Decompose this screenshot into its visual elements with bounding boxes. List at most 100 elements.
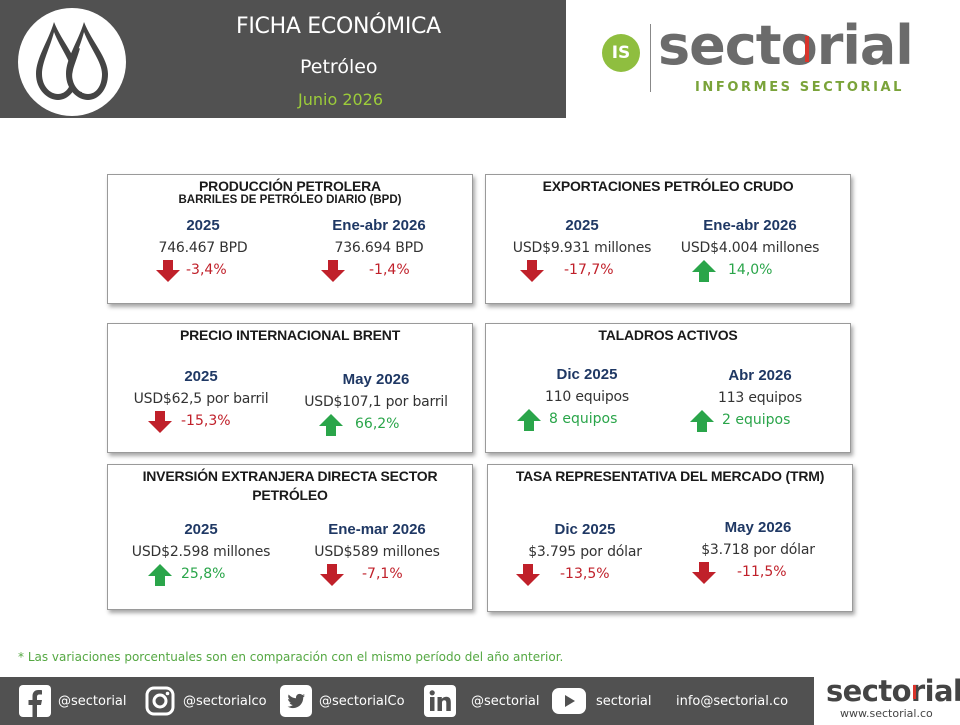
footer-logo-url: www.sectorial.co — [840, 707, 933, 720]
social-email[interactable]: info@sectorial.co — [670, 677, 788, 725]
metric-value: $3.718 por dólar — [701, 542, 815, 558]
card-title: INVERSIÓN EXTRANJERA DIRECTA SECTOR — [142, 468, 438, 484]
arrow-down-icon — [321, 260, 345, 282]
metric-value: 736.694 BPD — [334, 240, 424, 256]
metric-value: 110 equipos — [545, 389, 629, 405]
footnote: * Las variaciones porcentuales son en co… — [18, 650, 564, 664]
metric-right: Ene-abr 2026 USD$4.004 millones 14,0% — [660, 217, 840, 282]
brand-separator — [650, 24, 651, 92]
social-label: sectorial — [596, 693, 652, 709]
metric-right: Ene-mar 2026 USD$589 millones -7,1% — [287, 521, 467, 586]
change-value: -13,5% — [560, 566, 610, 582]
brand-logo: IS sectorial INFORMES SECTORIAL — [600, 14, 920, 100]
metric-left: 2025 USD$2.598 millones 25,8% — [111, 521, 291, 586]
social-youtube[interactable]: sectorial — [552, 677, 652, 725]
change-row: 8 equipos — [497, 409, 677, 431]
metric-value: 113 equipos — [718, 390, 802, 406]
arrow-down-icon — [516, 564, 540, 586]
period-label: Abr 2026 — [728, 367, 792, 384]
period-label: 2025 — [565, 217, 599, 234]
change-value: 66,2% — [355, 416, 400, 432]
social-twitter[interactable]: @sectorialCo — [279, 677, 405, 725]
change-row: -7,1% — [287, 564, 467, 586]
social-linkedin[interactable]: @sectorial — [423, 677, 540, 725]
social-facebook[interactable]: @sectorial — [18, 677, 127, 725]
footer-bar: @sectorial @sectorialco @sectorialCo @se… — [0, 677, 814, 725]
card-brent: PRECIO INTERNACIONAL BRENT 2025 USD$62,5… — [107, 323, 473, 453]
metric-value: USD$4.004 millones — [680, 240, 820, 256]
card-title: PRECIO INTERNACIONAL BRENT — [179, 327, 401, 343]
header-banner: FICHA ECONÓMICA Petróleo Junio 2026 — [0, 0, 566, 118]
period-label: Dic 2025 — [554, 521, 616, 538]
change-row: -17,7% — [492, 260, 672, 282]
card-exportaciones: EXPORTACIONES PETRÓLEO CRUDO 2025 USD$9.… — [485, 174, 851, 304]
social-label: @sectorialco — [183, 693, 267, 709]
brand-tagline: INFORMES SECTORIAL — [695, 80, 905, 95]
metric-left: Dic 2025 $3.795 por dólar -13,5% — [495, 521, 675, 586]
change-row: 2 equipos — [670, 410, 850, 432]
change-row: 25,8% — [111, 564, 291, 586]
metric-left: 2025 746.467 BPD -3,4% — [113, 217, 293, 282]
card-trm: TASA REPRESENTATIVA DEL MERCADO (TRM) Di… — [487, 464, 853, 612]
card-title: PRODUCCIÓN PETROLERA — [199, 178, 381, 194]
metric-value: USD$589 millones — [314, 544, 440, 560]
change-row: 14,0% — [660, 260, 840, 282]
change-value: 25,8% — [181, 566, 226, 582]
social-label: @sectorial — [58, 693, 127, 709]
arrow-down-icon — [156, 260, 180, 282]
change-row: -11,5% — [668, 562, 848, 584]
change-row: 66,2% — [286, 414, 466, 436]
change-row: -15,3% — [111, 411, 291, 433]
oil-drops-icon — [18, 8, 126, 116]
metric-right: Ene-abr 2026 736.694 BPD -1,4% — [289, 217, 469, 282]
facebook-icon — [18, 684, 52, 718]
page-subtitle: Petróleo — [300, 56, 378, 78]
period-label: Ene-abr 2026 — [332, 217, 426, 234]
brand-name: sectorial — [658, 14, 914, 77]
report-date: Junio 2026 — [298, 90, 384, 109]
instagram-icon — [143, 684, 177, 718]
metric-right: May 2026 USD$107,1 por barril 66,2% — [286, 371, 466, 436]
card-produccion: PRODUCCIÓN PETROLERA BARRILES DE PETRÓLE… — [107, 174, 473, 304]
card-subtitle: BARRILES DE PETRÓLEO DIARIO (BPD) — [178, 194, 402, 206]
arrow-down-icon — [520, 260, 544, 282]
period-label: Ene-abr 2026 — [703, 217, 797, 234]
change-value: 14,0% — [728, 262, 773, 278]
arrow-down-icon — [148, 411, 172, 433]
change-value: 8 equipos — [549, 411, 618, 427]
social-instagram[interactable]: @sectorialco — [143, 677, 267, 725]
change-value: -17,7% — [564, 262, 614, 278]
period-label: May 2026 — [342, 371, 410, 388]
brand-accent-bar — [805, 36, 809, 62]
metric-right: May 2026 $3.718 por dólar -11,5% — [668, 519, 848, 584]
arrow-up-icon — [690, 410, 714, 432]
metric-value: USD$62,5 por barril — [133, 391, 269, 407]
card-taladros: TALADROS ACTIVOS Dic 2025 110 equipos 8 … — [485, 323, 851, 453]
metric-value: USD$2.598 millones — [131, 544, 271, 560]
period-label: Dic 2025 — [556, 366, 618, 383]
change-row: -1,4% — [289, 260, 469, 282]
arrow-up-icon — [319, 414, 343, 436]
twitter-icon — [279, 684, 313, 718]
social-label: @sectorialCo — [319, 693, 405, 709]
change-value: 2 equipos — [722, 412, 791, 428]
change-value: -7,1% — [362, 566, 403, 582]
arrow-up-icon — [148, 564, 172, 586]
change-row: -3,4% — [113, 260, 293, 282]
metric-right: Abr 2026 113 equipos 2 equipos — [670, 367, 850, 432]
card-title: TASA REPRESENTATIVA DEL MERCADO (TRM) — [515, 468, 825, 484]
period-label: 2025 — [184, 368, 218, 385]
change-value: -1,4% — [369, 262, 410, 278]
footer-logo-name: sectorial — [826, 674, 960, 708]
arrow-up-icon — [692, 260, 716, 282]
period-label: Ene-mar 2026 — [328, 521, 426, 538]
page-title: FICHA ECONÓMICA — [236, 14, 441, 39]
card-ied: INVERSIÓN EXTRANJERA DIRECTA SECTOR PETR… — [107, 464, 473, 610]
is-badge: IS — [602, 34, 640, 72]
period-label: May 2026 — [724, 519, 792, 536]
period-label: 2025 — [186, 217, 220, 234]
change-value: -3,4% — [186, 262, 227, 278]
metric-value: USD$107,1 por barril — [304, 394, 448, 410]
arrow-down-icon — [692, 562, 716, 584]
metric-left: 2025 USD$62,5 por barril -15,3% — [111, 368, 291, 433]
